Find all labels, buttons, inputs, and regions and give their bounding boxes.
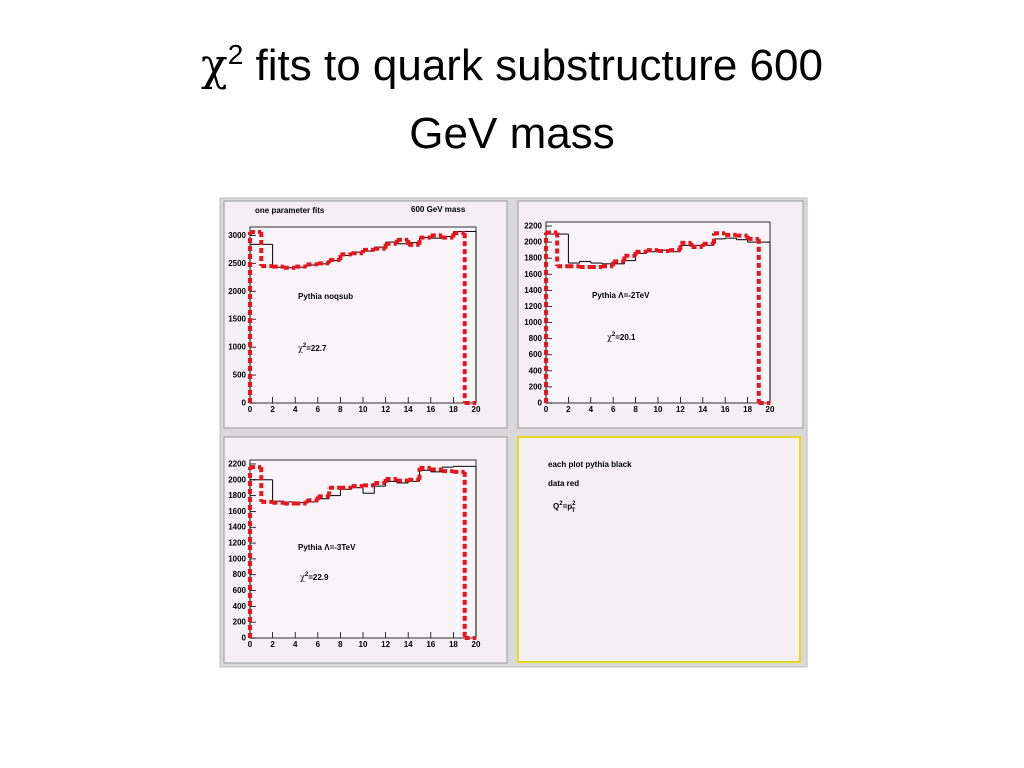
y-tick-label: 400: [233, 602, 247, 611]
y-tick-label: 800: [529, 334, 543, 343]
x-tick-label: 8: [633, 405, 638, 414]
y-tick-label: 2200: [228, 459, 246, 468]
y-tick-label: 2000: [228, 287, 246, 296]
y-tick-label: 1000: [228, 554, 246, 563]
panel-subtitle: 600 GeV mass: [411, 205, 466, 214]
fit-sup: 2: [612, 332, 616, 338]
fit-symbol: χ: [300, 573, 305, 582]
y-tick-label: 2500: [228, 259, 246, 268]
title-symbol: χ: [201, 40, 228, 91]
y-tick-label: 2200: [524, 222, 542, 231]
x-tick-label: 18: [743, 405, 752, 414]
y-tick-label: 600: [233, 586, 247, 595]
y-tick-label: 0: [242, 634, 247, 643]
y-tick-label: 800: [233, 570, 247, 579]
y-tick-label: 2000: [228, 475, 246, 484]
y-tick-label: 400: [529, 366, 543, 375]
title-line1: fits to quark substructure 600: [243, 41, 823, 90]
y-tick-label: 0: [538, 399, 543, 408]
y-tick-label: 1600: [228, 507, 246, 516]
y-tick-label: 2000: [524, 238, 542, 247]
x-tick-label: 8: [338, 405, 343, 414]
y-tick-label: 1400: [524, 286, 542, 295]
y-tick-label: 1800: [524, 254, 542, 263]
note-line: each plot pythia black: [548, 460, 632, 469]
y-tick-label: 1400: [228, 523, 246, 532]
x-tick-label: 12: [381, 640, 390, 649]
x-tick-label: 6: [611, 405, 616, 414]
x-tick-label: 18: [449, 405, 458, 414]
note-line: data red: [548, 479, 579, 488]
fit-sup: 2: [303, 343, 307, 349]
x-tick-label: 6: [316, 405, 321, 414]
x-tick-label: 6: [316, 640, 321, 649]
y-tick-label: 3000: [228, 231, 246, 240]
panel-label: Pythia Λ=-3TeV: [298, 543, 356, 552]
panel-label: Pythia Λ=-2TeV: [592, 291, 650, 300]
fit-label: χ2=20.1: [607, 332, 636, 342]
x-tick-label: 20: [472, 405, 481, 414]
note-formula: Q2=p2 T: [553, 501, 576, 514]
x-tick-label: 14: [404, 640, 413, 649]
x-tick-label: 10: [654, 405, 663, 414]
slide-title-line2: GeV mass: [409, 109, 614, 158]
y-tick-label: 1000: [524, 318, 542, 327]
y-tick-label: 0: [242, 399, 247, 408]
x-tick-label: 18: [449, 640, 458, 649]
x-tick-label: 2: [270, 405, 275, 414]
x-tick-label: 4: [589, 405, 594, 414]
x-tick-label: 16: [721, 405, 730, 414]
y-tick-label: 1800: [228, 491, 246, 500]
x-tick-label: 16: [426, 405, 435, 414]
y-tick-label: 500: [233, 371, 247, 380]
fit-symbol: χ: [607, 333, 612, 342]
note-panel: [517, 436, 801, 663]
x-tick-label: 14: [698, 405, 707, 414]
y-tick-label: 1200: [524, 302, 542, 311]
x-tick-label: 14: [404, 405, 413, 414]
fit-value: =20.1: [615, 333, 636, 342]
x-tick-label: 2: [566, 405, 571, 414]
x-tick-label: 2: [270, 640, 275, 649]
panel-label: Pythia noqsub: [298, 292, 353, 301]
y-tick-label: 600: [529, 350, 543, 359]
q: Q: [553, 502, 559, 511]
x-tick-label: 16: [426, 640, 435, 649]
x-tick-label: 4: [293, 405, 298, 414]
y-tick-label: 200: [233, 618, 247, 627]
fit-value: =22.9: [308, 573, 329, 582]
p-sub: T: [571, 508, 575, 514]
x-tick-label: 0: [544, 405, 549, 414]
y-tick-label: 1500: [228, 315, 246, 324]
x-tick-label: 0: [248, 640, 253, 649]
fit-symbol: χ: [298, 344, 303, 353]
x-tick-label: 20: [472, 640, 481, 649]
x-tick-label: 10: [359, 405, 368, 414]
x-tick-label: 0: [248, 405, 253, 414]
fit-label: χ2=22.9: [300, 572, 329, 582]
x-tick-label: 12: [381, 405, 390, 414]
title-sup: 2: [228, 39, 244, 70]
slide-title: χ2 fits to quark substructure 600: [201, 39, 823, 91]
q-sup: 2: [559, 501, 563, 507]
fit-value: =22.7: [306, 344, 327, 353]
plot-area: [249, 226, 477, 404]
x-tick-label: 10: [359, 640, 368, 649]
y-tick-label: 200: [529, 382, 543, 391]
fit-label: χ2=22.7: [298, 343, 327, 353]
y-tick-label: 1200: [228, 539, 246, 548]
fit-sup: 2: [305, 572, 309, 578]
panel-title: one parameter fits: [255, 206, 325, 215]
x-tick-label: 4: [293, 640, 298, 649]
eq: =p: [563, 502, 573, 511]
x-tick-label: 20: [766, 405, 775, 414]
x-tick-label: 8: [338, 640, 343, 649]
p-sup: 2: [572, 501, 576, 507]
x-tick-label: 12: [676, 405, 685, 414]
y-tick-label: 1000: [228, 343, 246, 352]
y-tick-label: 1600: [524, 270, 542, 279]
